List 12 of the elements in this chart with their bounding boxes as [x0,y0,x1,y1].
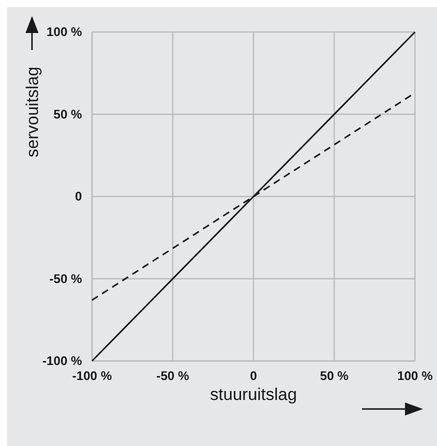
x-tick-label: 100 % [397,368,433,383]
x-axis-title: stuuruitslag [210,385,297,404]
x-tick-label: 50 % [320,368,348,383]
y-tick-label: -100 % [42,354,82,368]
y-axis-title: servouitslag [23,66,42,158]
y-tick-label: 100 % [46,25,82,39]
y-tick-label: 0 [75,190,82,204]
y-tick-label: -50 % [49,272,82,286]
x-tick-label: -100 % [72,368,112,383]
x-tick-label: 0 [250,368,258,383]
y-tick-label: 50 % [54,107,82,122]
x-tick-label: -50 % [156,368,190,383]
